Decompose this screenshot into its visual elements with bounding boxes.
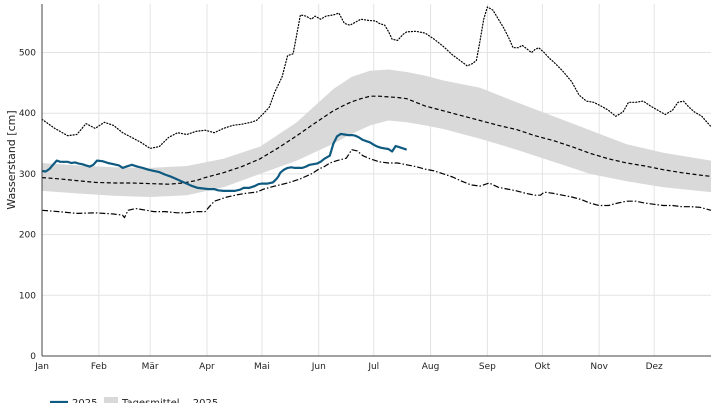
legend-label-2025: 2025 — [72, 398, 97, 403]
legend-swatch-band — [104, 397, 118, 403]
x-tick-label: Dez — [646, 362, 663, 372]
x-tick-label: Aug — [422, 362, 440, 372]
y-tick-label: 300 — [19, 170, 36, 180]
series-line-mittel — [41, 95, 712, 185]
range-band — [42, 69, 711, 197]
y-tick-label: 200 — [19, 231, 36, 241]
x-tick-label: Mai — [254, 362, 270, 372]
series-line-maximum — [41, 6, 712, 149]
x-tick-label: Sep — [479, 362, 496, 372]
x-tick-label: Apr — [199, 362, 215, 372]
y-tick-label: 0 — [30, 352, 36, 362]
y-tick-label: 400 — [19, 109, 36, 119]
x-tick-label: Mär — [142, 362, 159, 372]
legend: 2025 Tagesmittel …2025 — [50, 397, 218, 403]
y-axis-title: Wasserstand [cm] — [5, 110, 18, 209]
y-tick-label: 500 — [19, 49, 36, 59]
tick-labels: 0 100 200 300 400 500 Jan Feb Mär Apr Mai Jun Jul Aug… — [19, 49, 663, 372]
series-line-minimum — [41, 149, 712, 219]
legend-label-tagesmittel: Tagesmittel …2025 — [121, 398, 218, 403]
axes — [41, 4, 711, 357]
y-tick-label: 100 — [19, 291, 36, 301]
range-band-area — [42, 69, 711, 197]
series-line-2025 — [41, 132, 408, 192]
x-tick-label: Okt — [534, 362, 550, 372]
x-tick-label: Jan — [34, 362, 49, 372]
x-tick-label: Feb — [91, 362, 107, 372]
x-tick-label: Jul — [367, 362, 379, 372]
series-lines — [41, 6, 712, 219]
x-tick-label: Jun — [311, 362, 326, 372]
x-tick-label: Nov — [590, 362, 608, 372]
